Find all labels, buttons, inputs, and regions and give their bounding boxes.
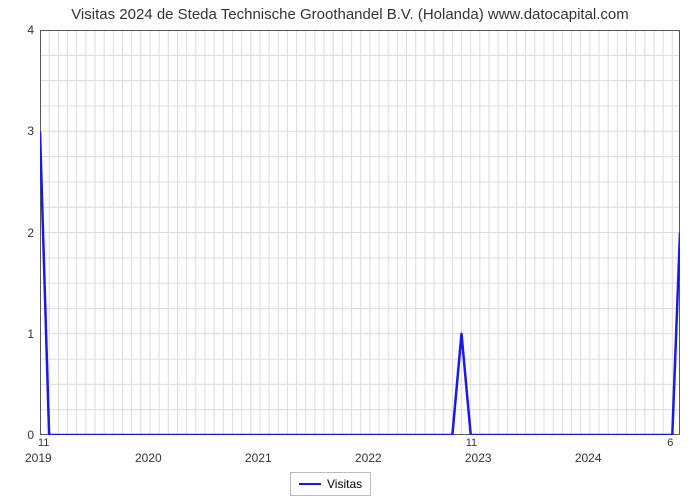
chart-title: Visitas 2024 de Steda Technische Grootha…	[0, 6, 700, 23]
x-tick-label: 2024	[575, 451, 602, 465]
y-tick-label: 1	[27, 327, 34, 341]
chart-container: Visitas 2024 de Steda Technische Grootha…	[0, 0, 700, 500]
x-tick-label: 2019	[25, 451, 52, 465]
plot-area	[40, 30, 680, 435]
y-tick-label: 4	[27, 23, 34, 37]
legend-swatch	[299, 483, 321, 485]
data-point-label: 11	[466, 437, 477, 449]
y-tick-label: 0	[27, 428, 34, 442]
data-point-label: 11	[38, 437, 49, 449]
x-tick-label: 2023	[465, 451, 492, 465]
plot-svg	[40, 30, 680, 435]
x-tick-label: 2022	[355, 451, 382, 465]
x-tick-label: 2021	[245, 451, 272, 465]
y-tick-label: 3	[27, 124, 34, 138]
legend: Visitas	[290, 472, 371, 496]
data-point-label: 6	[667, 437, 673, 449]
x-tick-label: 2020	[135, 451, 162, 465]
y-tick-label: 2	[27, 226, 34, 240]
legend-label: Visitas	[327, 477, 362, 491]
